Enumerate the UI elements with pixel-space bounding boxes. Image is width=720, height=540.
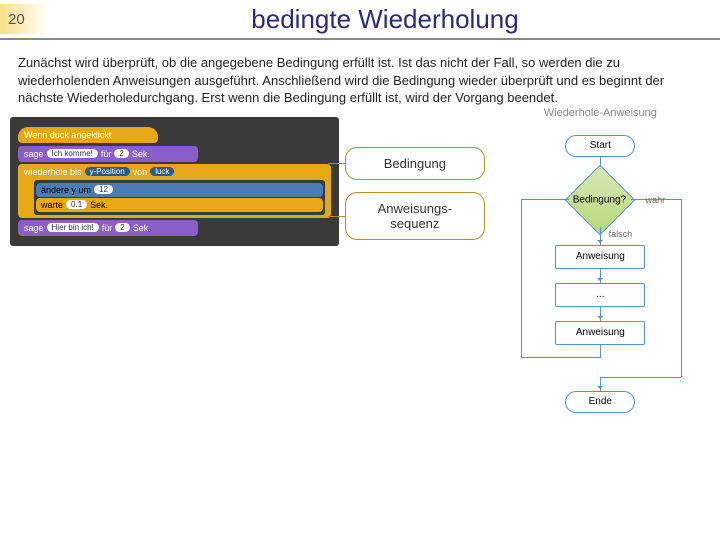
change-val: 12: [94, 185, 113, 194]
label-false: falsch: [609, 229, 633, 239]
scratch-say-block-1: sage Ich komme! für 2 Sek.: [18, 146, 198, 162]
say2-prefix: sage: [24, 223, 44, 233]
repeat-body: ändere y um 12 warte 0.1 Sek.: [34, 180, 325, 215]
body-paragraph: Zunächst wird überprüft, ob die angegebe…: [0, 40, 720, 117]
flowchart-title: Wiederhole-Anweisung: [544, 107, 657, 119]
arrow-4: [600, 307, 601, 321]
say-sec: 2: [114, 149, 128, 158]
flowchart-step1: Anweisung: [555, 245, 645, 269]
scratch-stage: Wenn duck angeklickt sage Ich komme! für…: [10, 117, 339, 246]
flowchart-decision: Bedingung?: [565, 164, 636, 235]
repeat-prefix: wiederhole bis: [24, 167, 82, 177]
wait-prefix: warte: [41, 200, 63, 210]
loop-bottom: [521, 357, 601, 358]
callout-condition: Bedingung: [345, 147, 485, 180]
flowchart: Wiederhole-Anweisung Start Bedingung? wa…: [491, 117, 710, 417]
repeat-cond-right: luck: [150, 167, 174, 176]
say2-suffix: Sek.: [133, 223, 151, 233]
loop-left: [521, 199, 522, 357]
exit-right: [631, 199, 681, 200]
say2-text: Hier bin ich!: [47, 223, 99, 232]
exit-down: [681, 199, 682, 377]
wait-suffix: Sek.: [90, 200, 108, 210]
arrow-end: [600, 377, 601, 391]
scratch-change-block: ändere y um 12: [36, 183, 323, 197]
loop-top: [521, 199, 569, 200]
scratch-repeat-block: wiederhole bis y-Position von luck änder…: [18, 164, 331, 218]
exit-bottom: [601, 377, 681, 378]
flowchart-end: Ende: [565, 391, 635, 413]
say-suffix: Sek.: [132, 149, 150, 159]
arrow-2: [600, 227, 601, 245]
wait-val: 0.1: [66, 200, 87, 209]
repeat-header: wiederhole bis y-Position von luck: [24, 167, 325, 177]
flowchart-start: Start: [565, 135, 635, 157]
content-row: Wenn duck angeklickt sage Ich komme! für…: [0, 117, 720, 417]
scratch-code-area: Wenn duck angeklickt sage Ich komme! für…: [10, 117, 339, 417]
header: 20 bedingte Wiederholung: [0, 0, 720, 40]
say-prefix: sage: [24, 149, 44, 159]
scratch-hat-block: Wenn duck angeklickt: [18, 127, 158, 143]
change-prefix: ändere y um: [41, 185, 91, 195]
repeat-cond-left: y-Position: [85, 167, 130, 176]
callout-sequence: Anweisungs-sequenz: [345, 192, 485, 240]
flowchart-step2: ...: [555, 283, 645, 307]
callout-column: Bedingung Anweisungs-sequenz: [345, 117, 485, 417]
arrow-3: [600, 269, 601, 283]
repeat-op: von: [133, 167, 148, 177]
flowchart-step3: Anweisung: [555, 321, 645, 345]
slide-number: 20: [0, 4, 50, 34]
say2-sec: 2: [115, 223, 129, 232]
slide-title: bedingte Wiederholung: [50, 4, 720, 35]
say2-for: für: [102, 223, 113, 233]
say-for: für: [101, 149, 112, 159]
loop-down: [600, 345, 601, 357]
scratch-wait-block: warte 0.1 Sek.: [36, 198, 323, 212]
scratch-say-block-2: sage Hier bin ich! für 2 Sek.: [18, 220, 198, 236]
say-text: Ich komme!: [47, 149, 98, 158]
decision-label: Bedingung?: [574, 194, 627, 205]
label-true: wahr: [646, 195, 666, 205]
